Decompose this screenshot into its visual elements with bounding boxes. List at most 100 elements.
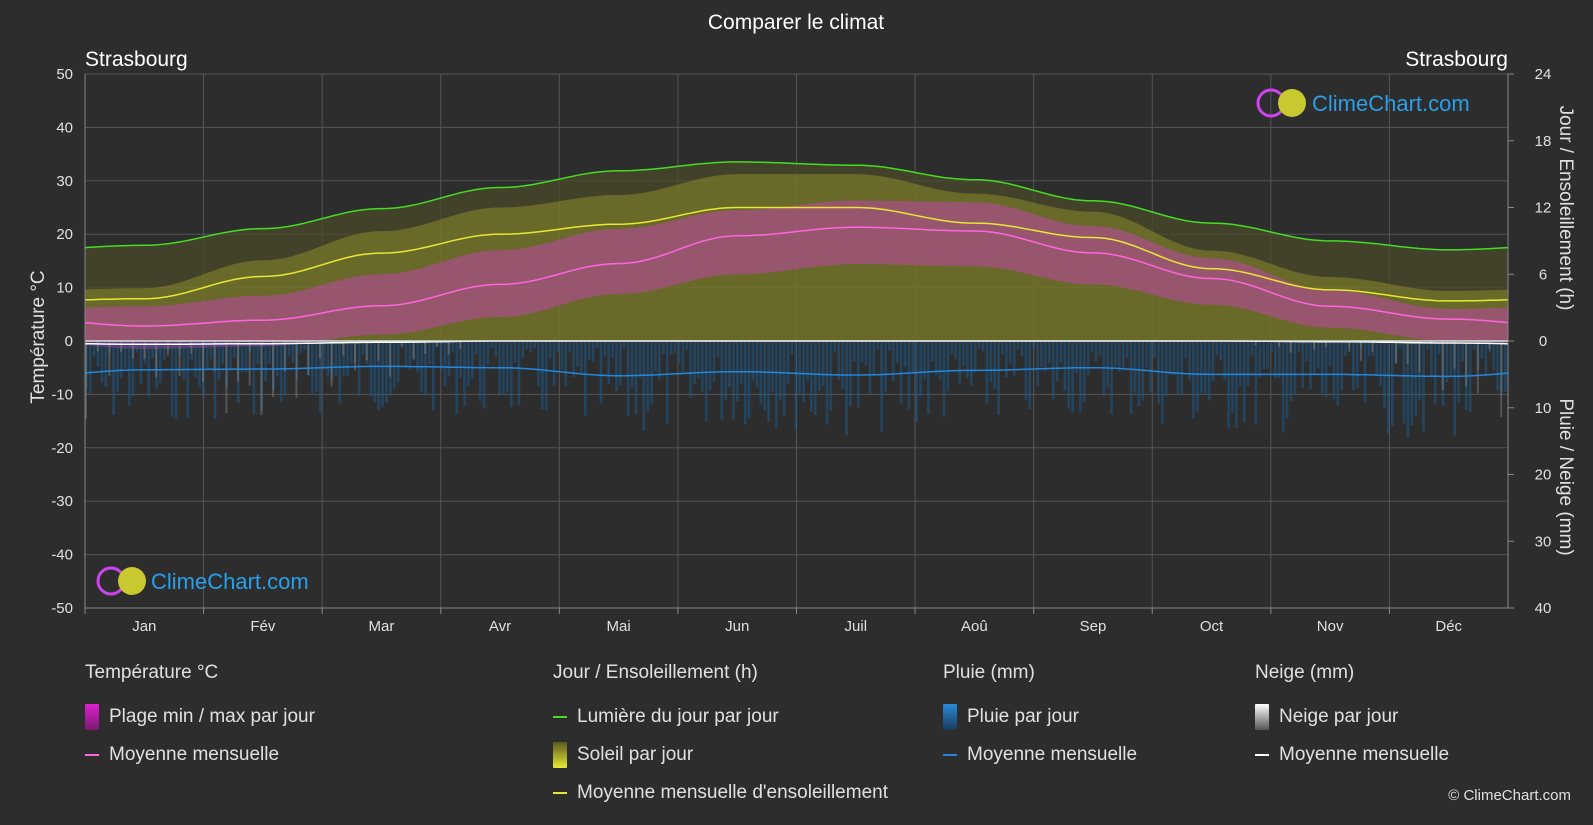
sunshine-swatch [553,742,567,768]
rain-bar [330,341,334,381]
rain-bar [1172,341,1176,376]
rain-bar [96,341,100,367]
snow-bar [1371,341,1374,352]
snow-bar [1488,341,1491,350]
rain-bar [1129,341,1133,414]
rain-bar [568,341,571,353]
rain-bar [237,341,240,404]
rain-bar [977,341,981,349]
rain-bar [973,341,977,373]
logo-sun-icon [118,567,146,595]
legend-label: Moyenne mensuelle [1279,744,1450,765]
rain-bar [1086,341,1090,375]
rain-bar [669,341,673,355]
rain-bar [1102,341,1106,397]
snow-bar [1313,341,1316,350]
rain-bar [529,341,532,353]
rain-bar [782,341,786,416]
rain-bar [1418,341,1421,400]
sunshine-mean-swatch [553,792,567,794]
snow-bar [342,341,345,356]
sunshine-mean-line [84,206,1509,302]
rain-bar [209,341,213,360]
rain-bar [1020,341,1024,357]
rain-bar [1239,341,1242,387]
rain-bar [942,341,946,418]
rain-bar [1394,341,1398,363]
rain-bar [1250,341,1254,356]
rain-bar [276,341,279,376]
rain-bar [1231,341,1234,414]
snow-bar [1453,341,1456,369]
rain-bar [85,341,88,389]
rain-bar [194,341,197,378]
rain-bar [369,341,373,397]
rain-bar [1352,341,1355,391]
month-label: Aoû [961,618,988,635]
snow-bar [400,341,403,347]
rain-bar [1180,341,1184,396]
snow-bar [260,341,263,415]
rain-bar [560,341,564,370]
rain-bar [135,341,139,353]
snow-bar [365,341,368,361]
axes: 50 40 30 20 10 0 -10 -20 -30 -40 -50 24 18 12 6 0 10 20 30… [51,66,1551,635]
rain-bar [1496,341,1499,391]
daylight-swatch [553,716,567,718]
snow-bar [120,341,123,353]
rain-bar [899,341,903,404]
rain-bar [1125,341,1129,359]
rain-bar [322,341,326,369]
rain-bar [607,341,610,385]
rain-bar [1340,341,1343,391]
rain-bar [572,341,575,378]
rain-bar [989,341,993,382]
temp-mean-line [84,226,1509,327]
rain-bar [595,341,599,348]
rain-bar [623,341,626,349]
rain-bar [428,341,431,365]
rain-bar [1145,341,1148,368]
snow-bar [1394,341,1397,364]
right-axis-label-top: Jour / Ensoleillement (h) [1555,106,1576,311]
rain-bar [1051,341,1055,399]
rain-bar [1262,341,1265,370]
rain-bar [895,341,899,364]
rain-bar [170,341,174,417]
snow-bar [202,341,204,382]
rain-bar [580,341,583,373]
rain-bar [1426,341,1429,350]
rain-bar [104,341,108,388]
rain-bar [798,341,801,395]
rain-bar [849,341,852,407]
rain-bar [829,341,833,411]
snow-bar [330,341,333,387]
rain-bar [361,341,365,355]
rain-bar [1028,341,1032,410]
rain-bar [1192,341,1195,419]
sunshine-area [85,174,1508,341]
legend-item: Neige par jour [1255,698,1449,736]
right-axis-label-bottom: Pluie / Neige (mm) [1555,398,1576,555]
rain-bar [404,341,408,368]
rain-bar [1188,341,1191,381]
rain-bar [626,341,630,417]
rain-bar [120,341,123,379]
snow-bar [155,341,158,378]
right-tick-label: 0 [1539,333,1547,350]
rain-mean-line [84,365,1509,378]
rain-bar [1227,341,1230,428]
rain-bar [658,341,661,380]
rain-bar [650,341,653,405]
rain-bar [1441,341,1445,406]
rain-bar [1266,341,1269,369]
rain-bar [525,341,529,350]
rain-bar [1457,341,1460,403]
legend-item: Lumière du jour par jour [553,698,888,736]
rain-bar [1332,341,1336,399]
rain-bar [673,341,677,354]
rain-bar [424,341,427,396]
rain-bar [1122,341,1125,370]
rain-bar [221,341,225,364]
